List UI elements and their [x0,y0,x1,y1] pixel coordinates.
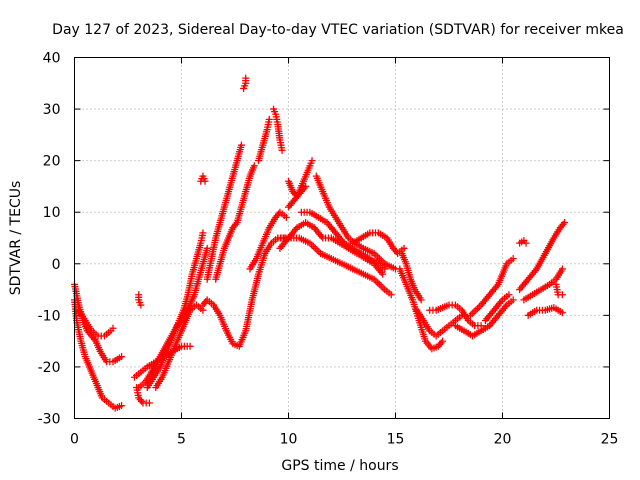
data-point [278,146,286,154]
data-point [505,291,513,299]
x-tick-label: 15 [387,432,405,448]
data-points [71,74,569,412]
series-arc-4 [135,291,145,309]
data-point [311,244,319,252]
series-arc-30 [466,255,517,319]
y-tick-label: -30 [38,412,61,428]
series-arc-9 [152,301,207,392]
series-arc-33 [516,219,569,294]
data-point [561,219,569,227]
series-arc-8 [143,229,207,392]
data-point [509,296,517,304]
series-arc-22 [297,208,389,273]
data-point [308,157,316,165]
data-point [439,337,447,345]
y-tick-label: -20 [38,360,61,376]
data-point [375,280,383,288]
series-arc-3 [75,306,117,340]
plot-frame [74,57,610,419]
x-tick-label: 25 [601,432,619,448]
data-point [417,296,425,304]
data-point [313,246,321,254]
data-point [522,239,530,247]
data-point [379,270,387,278]
series-arc-31 [481,291,513,325]
data-point [472,306,480,314]
data-point [558,291,566,299]
data-point [201,177,209,185]
series-arc-36 [552,280,566,299]
series-arc-21 [285,177,310,201]
data-point [400,244,408,252]
y-axis-label: SDTVAR / TECUs [8,181,24,296]
x-tick-label: 5 [177,432,186,448]
data-point [282,213,290,221]
series-arc-10 [197,172,209,185]
data-point [558,309,566,317]
axis-ticks: 0 5 10 15 20 25 -30 -20 -10 0 10 20 30 40 [38,51,619,448]
chart-title: Day 127 of 2023, Sidereal Day-to-day VTE… [52,22,624,38]
data-point [468,310,476,318]
data-point [379,284,387,292]
y-tick-label: 20 [43,154,61,170]
data-point [558,265,566,273]
data-point [237,141,245,149]
data-point [470,308,478,316]
data-point [250,162,258,170]
y-tick-label: 0 [52,257,61,273]
data-point [474,304,482,312]
data-point [374,279,382,287]
x-axis-label: GPS time / hours [281,458,398,474]
data-point [265,115,273,123]
series-arc-12 [203,141,245,283]
series-arc-32 [516,237,530,247]
x-tick-label: 0 [70,432,79,448]
series-arc-29 [451,296,517,340]
y-tick-label: -10 [38,308,61,324]
y-tick-label: 30 [43,102,61,118]
series-arc-14 [240,74,250,92]
y-tick-label: 40 [43,51,61,67]
data-point [186,342,194,350]
data-point [145,399,153,407]
series-arc-23 [312,172,399,273]
data-point [199,229,207,237]
series-arc-17 [246,208,290,273]
data-point [137,301,145,309]
data-point [109,324,117,332]
x-tick-label: 10 [280,432,298,448]
x-tick-label: 20 [494,432,512,448]
series-arc-16 [270,105,286,154]
data-point [242,74,250,82]
series-arc-15 [255,115,273,165]
data-point [309,243,317,251]
data-point [118,402,126,410]
series-arc-26 [398,249,425,304]
data-point [387,291,395,299]
data-point [302,182,310,190]
data-point [203,244,211,252]
data-point [475,303,483,311]
series-arc-28 [426,301,485,330]
series-arc-25 [396,265,447,353]
y-tick-label: 10 [43,205,61,221]
grid-lines [74,57,610,419]
data-point [509,255,517,263]
series-arc-34 [520,265,566,304]
data-point [118,353,126,361]
series-arc-13 [212,162,258,283]
series-arc-35 [524,304,566,319]
data-point [377,282,385,290]
